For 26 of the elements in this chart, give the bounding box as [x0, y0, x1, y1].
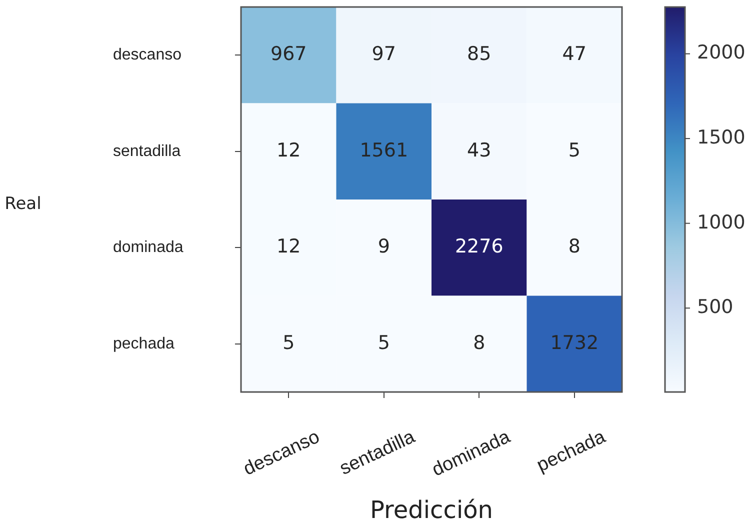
color-bar-label: 2000 [697, 42, 746, 64]
data-label: 97 [372, 43, 396, 66]
y-tick-label: descanso [113, 46, 182, 64]
data-label: 5 [568, 139, 580, 162]
data-label: 85 [467, 43, 492, 66]
data-label: 5 [378, 332, 390, 354]
data-label: 9 [378, 236, 390, 258]
data-label: 967 [270, 43, 307, 66]
data-label: 1561 [360, 139, 408, 162]
data-label: 2276 [454, 236, 504, 258]
color-bar-label: 1000 [697, 211, 746, 234]
color-bar-label: 1500 [697, 126, 746, 148]
y-tick-label: dominada [113, 239, 184, 256]
x-axis-title: Predicción [370, 496, 494, 524]
data-label: 8 [473, 332, 486, 354]
data-label: 1732 [550, 332, 599, 354]
data-label: 47 [562, 43, 586, 66]
data-label: 12 [276, 139, 301, 162]
data-label: 12 [276, 236, 301, 258]
color-bar-label: 500 [697, 296, 734, 318]
y-tick-label: sentadilla [113, 142, 181, 160]
data-label: 8 [568, 236, 580, 258]
y-axis-title: Real [4, 194, 42, 214]
data-label: 43 [467, 139, 492, 162]
y-tick-label: pechada [113, 335, 174, 352]
data-label: 5 [282, 332, 295, 354]
